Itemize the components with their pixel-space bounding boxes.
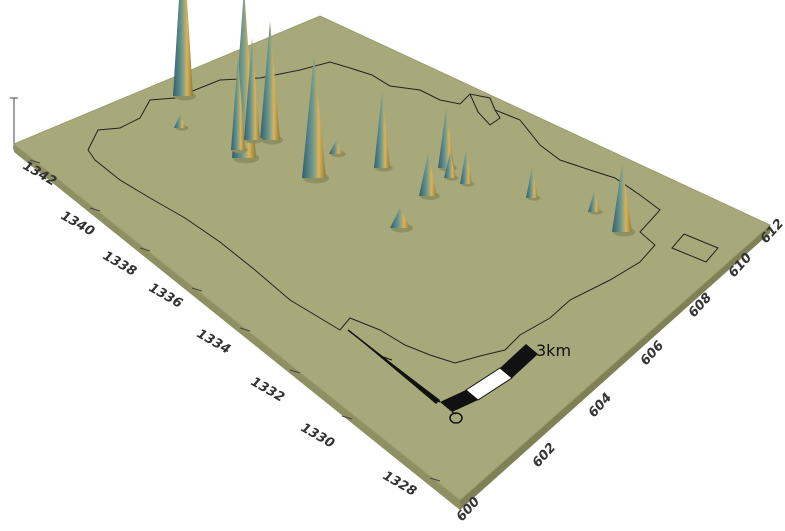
terrain-peak — [329, 140, 346, 158]
terrain-peak — [173, 0, 196, 101]
peak-cone — [302, 55, 326, 178]
y-axis-ticks — [29, 159, 441, 482]
inner-boundary — [469, 93, 501, 126]
peak-cone — [174, 114, 186, 128]
y-tick-label: 1334 — [194, 326, 233, 357]
peak-cone — [460, 150, 472, 184]
terrain-peak — [244, 38, 263, 144]
terrain-peak — [526, 167, 541, 201]
terrain-peak — [231, 56, 248, 154]
terrain-peak — [419, 153, 440, 201]
y-tick-label: 1338 — [100, 248, 139, 279]
terrain-peak — [174, 114, 189, 131]
peak-cone — [374, 91, 390, 168]
y-tick-label: 1332 — [248, 374, 287, 405]
peak-cone — [612, 164, 632, 232]
peak-cone — [419, 153, 437, 196]
reference-rectangle — [671, 233, 719, 263]
y-tick-label: 1328 — [380, 468, 419, 499]
peak-cone — [244, 38, 260, 140]
terrain-peak — [260, 21, 283, 145]
terrain-peak — [302, 55, 330, 184]
peak-cone — [329, 140, 343, 154]
y-tick-label: 1330 — [298, 420, 337, 451]
peak-cone — [173, 0, 193, 96]
peak-cone — [444, 152, 456, 178]
peaks-layer — [173, 0, 635, 237]
peak-cone — [260, 21, 280, 140]
terrain-peak — [612, 164, 635, 237]
scale-bar: 3km — [440, 341, 571, 424]
scale-bar-label: 3km — [536, 341, 571, 360]
y-tick-label: 1336 — [146, 280, 185, 311]
x-tick-label: 602 — [530, 440, 559, 470]
surface-side-right — [460, 225, 770, 510]
peak-cone — [588, 191, 600, 212]
terrain-peak — [374, 91, 393, 172]
north-arrow — [347, 329, 441, 404]
terrain-peak — [588, 191, 603, 215]
surface-side — [14, 144, 460, 510]
terrain-peak — [460, 150, 475, 187]
vertical-axis-stub — [10, 97, 18, 150]
peak-cone — [390, 207, 410, 228]
x-tick-label: 604 — [586, 390, 615, 420]
terrain-surface — [13, 15, 771, 501]
terrain-peak — [390, 207, 413, 233]
terrain-peak — [444, 152, 459, 181]
peak-cone — [526, 167, 538, 198]
peak-cone — [231, 56, 245, 150]
